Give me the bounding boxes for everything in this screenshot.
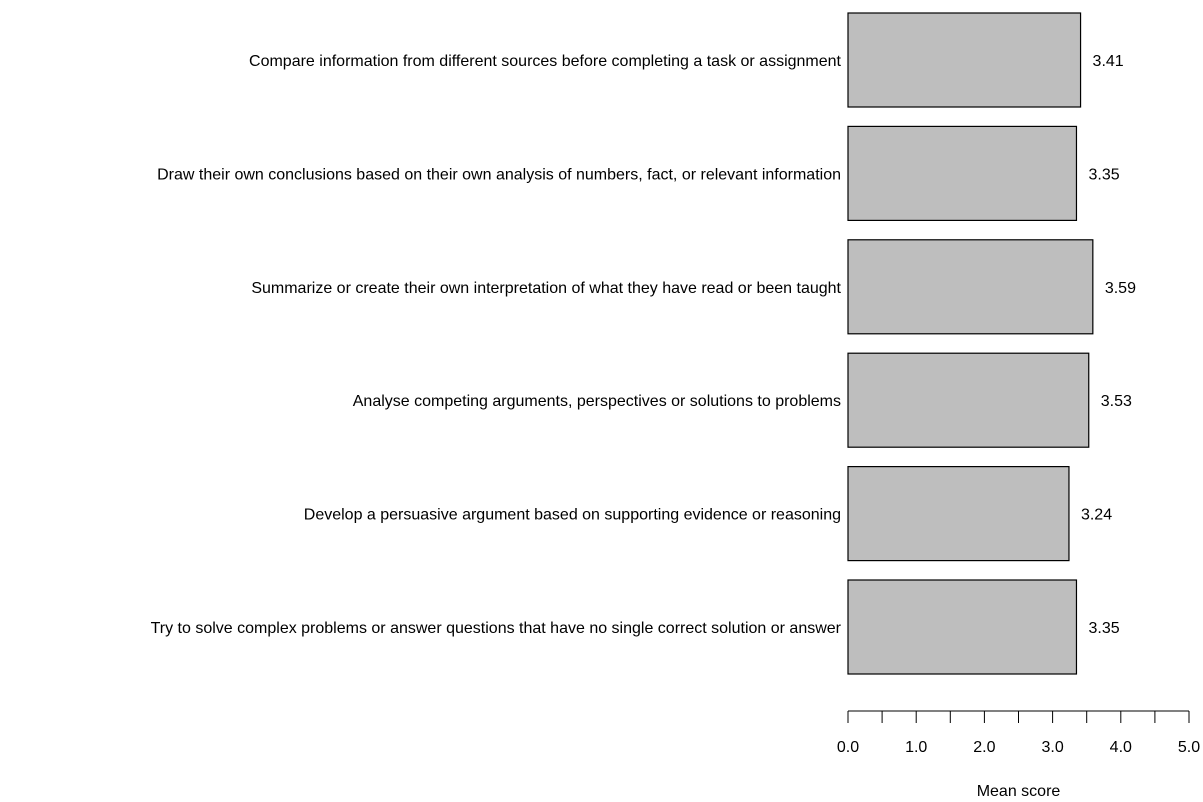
x-tick-label: 0.0	[837, 739, 859, 756]
data-label: 3.59	[1105, 280, 1136, 297]
value-labels: 3.41 3.35 3.59 3.53 3.24 3.35	[1081, 53, 1136, 637]
category-label: Analyse competing arguments, perspective…	[353, 393, 841, 410]
x-tick-label: 4.0	[1110, 739, 1132, 756]
data-label: 3.35	[1088, 620, 1119, 637]
x-axis-title: Mean score	[977, 783, 1061, 800]
data-label: 3.24	[1081, 507, 1112, 524]
x-tick-label: 1.0	[905, 739, 927, 756]
bar	[847, 12, 1082, 108]
bar	[847, 579, 1078, 675]
data-label: 3.41	[1093, 53, 1124, 70]
x-tick-label: 5.0	[1178, 739, 1200, 756]
x-tick-label: 2.0	[973, 739, 995, 756]
data-label: 3.53	[1101, 393, 1132, 410]
x-tick-label: 3.0	[1041, 739, 1063, 756]
category-label: Summarize or create their own interpreta…	[251, 280, 841, 297]
bar	[847, 352, 1090, 448]
category-label: Try to solve complex problems or answer …	[151, 620, 842, 637]
category-label: Develop a persuasive argument based on s…	[304, 507, 841, 524]
bars-group	[847, 12, 1094, 675]
bar	[847, 239, 1094, 335]
data-label: 3.35	[1088, 166, 1119, 183]
category-label: Compare information from different sourc…	[249, 53, 842, 70]
bar	[847, 466, 1070, 562]
bar	[847, 125, 1078, 222]
category-labels: Compare information from different sourc…	[151, 53, 842, 637]
x-axis: 0.0 1.0 2.0 3.0 4.0 5.0	[837, 710, 1200, 756]
category-label: Draw their own conclusions based on thei…	[157, 166, 841, 183]
